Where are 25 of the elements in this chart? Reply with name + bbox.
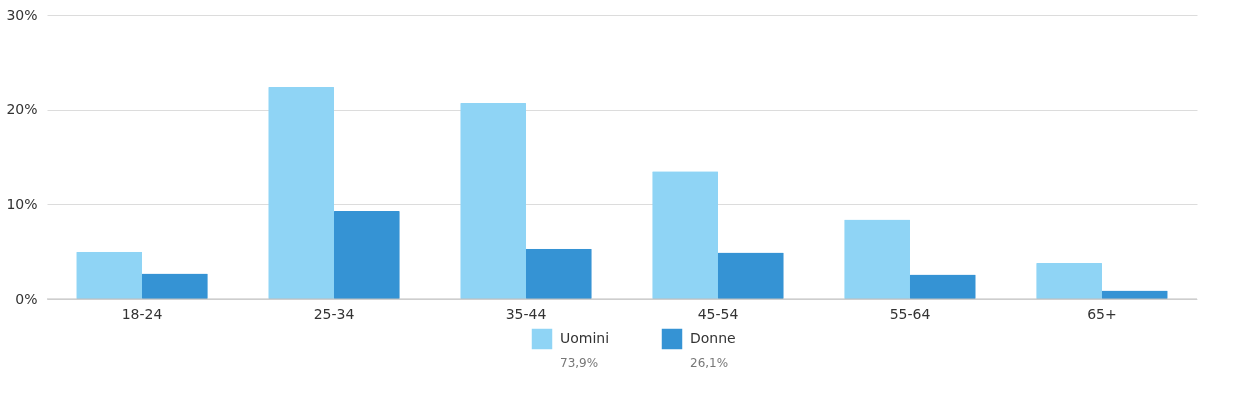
legend-label: Donne (690, 330, 736, 346)
bar (76, 251, 143, 299)
y-tick-label: 20% (6, 101, 38, 118)
bar (141, 273, 208, 299)
bar (268, 86, 335, 299)
bar (333, 210, 400, 299)
y-tick-label: 0% (15, 290, 38, 307)
bar (844, 219, 911, 299)
x-tick-label: 25-34 (313, 305, 355, 322)
x-tick-label: 35-44 (505, 305, 547, 322)
bar (525, 248, 592, 299)
x-tick-label: 65+ (1087, 305, 1117, 322)
y-tick-label: 10% (6, 195, 38, 212)
bar (652, 171, 719, 299)
y-tick-label: 30% (6, 6, 38, 23)
bar (717, 252, 784, 299)
legend-label: Uomini (560, 330, 610, 346)
text: 73,9% (560, 356, 599, 370)
x-tick-label: 45-54 (697, 305, 739, 322)
text: 26,1% (690, 356, 729, 370)
bar (1036, 263, 1103, 299)
bar (460, 103, 527, 299)
bar (909, 274, 976, 299)
x-tick-label: 18-24 (121, 305, 163, 322)
x-tick-label: 55-64 (889, 305, 931, 322)
